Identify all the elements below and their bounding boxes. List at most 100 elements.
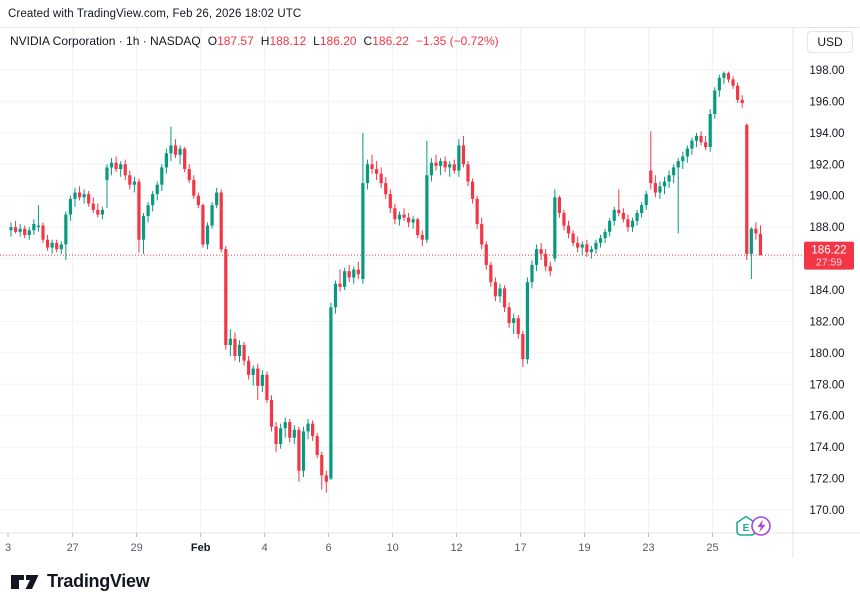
candle xyxy=(585,239,589,257)
candle xyxy=(736,82,740,103)
candle xyxy=(722,71,726,85)
candle xyxy=(507,302,511,328)
candle xyxy=(114,156,118,173)
candle xyxy=(530,260,534,289)
candle xyxy=(260,370,264,393)
candle xyxy=(411,216,415,229)
candle xyxy=(525,277,530,364)
candle xyxy=(603,228,607,243)
candle xyxy=(685,145,689,163)
price-axis-label: 194.00 xyxy=(809,128,844,140)
candle xyxy=(475,195,479,229)
svg-text:E: E xyxy=(743,523,750,534)
candle xyxy=(466,161,470,187)
candle xyxy=(320,451,324,490)
candle xyxy=(36,205,41,232)
candle xyxy=(699,131,703,146)
candle xyxy=(109,157,114,176)
time-axis-label: 4 xyxy=(262,542,268,554)
price-axis-label: 178.00 xyxy=(809,379,844,391)
candle xyxy=(100,206,104,220)
candle xyxy=(548,261,552,276)
candle xyxy=(64,211,68,261)
tradingview-logo-icon xyxy=(11,574,39,589)
candle xyxy=(196,192,200,209)
tradingview-logo[interactable]: TradingView xyxy=(10,570,150,594)
candle xyxy=(512,313,516,334)
candle xyxy=(187,164,191,184)
candle xyxy=(557,195,561,218)
candle xyxy=(18,223,22,237)
candle xyxy=(201,203,205,248)
candle xyxy=(128,170,132,190)
event-markers[interactable]: E xyxy=(736,515,771,536)
currency-unit-button[interactable]: USD xyxy=(807,31,853,53)
open-value: 187.57 xyxy=(217,34,254,48)
candle xyxy=(82,189,86,204)
candle xyxy=(73,187,77,207)
price-axis-label: 184.00 xyxy=(809,285,844,297)
attribution-bar: Created with TradingView.com, Feb 26, 20… xyxy=(0,0,860,28)
high-value: 188.12 xyxy=(269,34,307,48)
candle xyxy=(489,261,493,287)
candle xyxy=(397,211,402,226)
last-price-value: 186.22 xyxy=(811,245,846,257)
change-value: −1.35 (−0.72%) xyxy=(415,34,499,48)
candle xyxy=(393,203,397,224)
candle xyxy=(370,154,374,174)
candle xyxy=(333,280,338,314)
ohlc-open: O187.57 xyxy=(207,34,254,48)
candle xyxy=(653,175,657,198)
candle xyxy=(626,214,630,232)
candle xyxy=(740,95,744,108)
candle xyxy=(178,145,182,165)
flash-icon[interactable] xyxy=(751,516,771,536)
candle xyxy=(274,421,278,452)
candle xyxy=(539,242,543,261)
candle xyxy=(608,217,612,237)
candle xyxy=(717,74,721,97)
price-axis-label: 198.00 xyxy=(809,65,844,77)
candle xyxy=(329,302,333,481)
candle xyxy=(224,245,228,350)
price-axis[interactable]: 198.00 196.00 194.00 192.00 190.00 188.00 184.… xyxy=(809,65,844,517)
candle xyxy=(681,151,685,169)
time-axis[interactable]: 3 27 29 Feb 4 6 10 12 17 19 23 25 xyxy=(5,533,719,554)
footer-bar: TradingView xyxy=(0,558,860,605)
candle xyxy=(544,249,548,272)
candle xyxy=(416,217,420,239)
price-axis-label: 180.00 xyxy=(809,348,844,360)
candle xyxy=(242,341,246,366)
candle xyxy=(425,140,429,243)
candle xyxy=(452,159,456,174)
candle xyxy=(169,126,173,162)
candle xyxy=(173,139,178,158)
candle xyxy=(745,123,749,261)
price-axis-label: 170.00 xyxy=(809,505,844,517)
candle xyxy=(562,209,566,231)
candle xyxy=(438,157,443,176)
candle xyxy=(269,395,274,432)
candle xyxy=(420,230,424,246)
chart-canvas[interactable]: 198.00 196.00 194.00 192.00 190.00 188.00 184.… xyxy=(0,28,860,558)
candle xyxy=(617,189,621,217)
candle xyxy=(576,236,580,253)
candle xyxy=(493,277,498,301)
candle xyxy=(123,159,127,180)
candle xyxy=(301,426,306,477)
candle xyxy=(589,245,593,259)
candle xyxy=(132,176,136,193)
price-axis-label: 188.00 xyxy=(809,222,844,234)
candle xyxy=(192,175,196,199)
chart-pane[interactable] xyxy=(0,28,793,533)
candle xyxy=(676,157,680,234)
candle xyxy=(731,76,735,89)
symbol-legend[interactable]: NVIDIA Corporation · 1h · NASDAQ O187.57 H… xyxy=(10,34,499,48)
time-axis-label: 3 xyxy=(5,542,11,554)
candle xyxy=(297,426,301,482)
candle xyxy=(265,371,269,404)
candlestick-series xyxy=(9,71,763,493)
candle xyxy=(754,222,758,240)
candle xyxy=(726,71,731,83)
